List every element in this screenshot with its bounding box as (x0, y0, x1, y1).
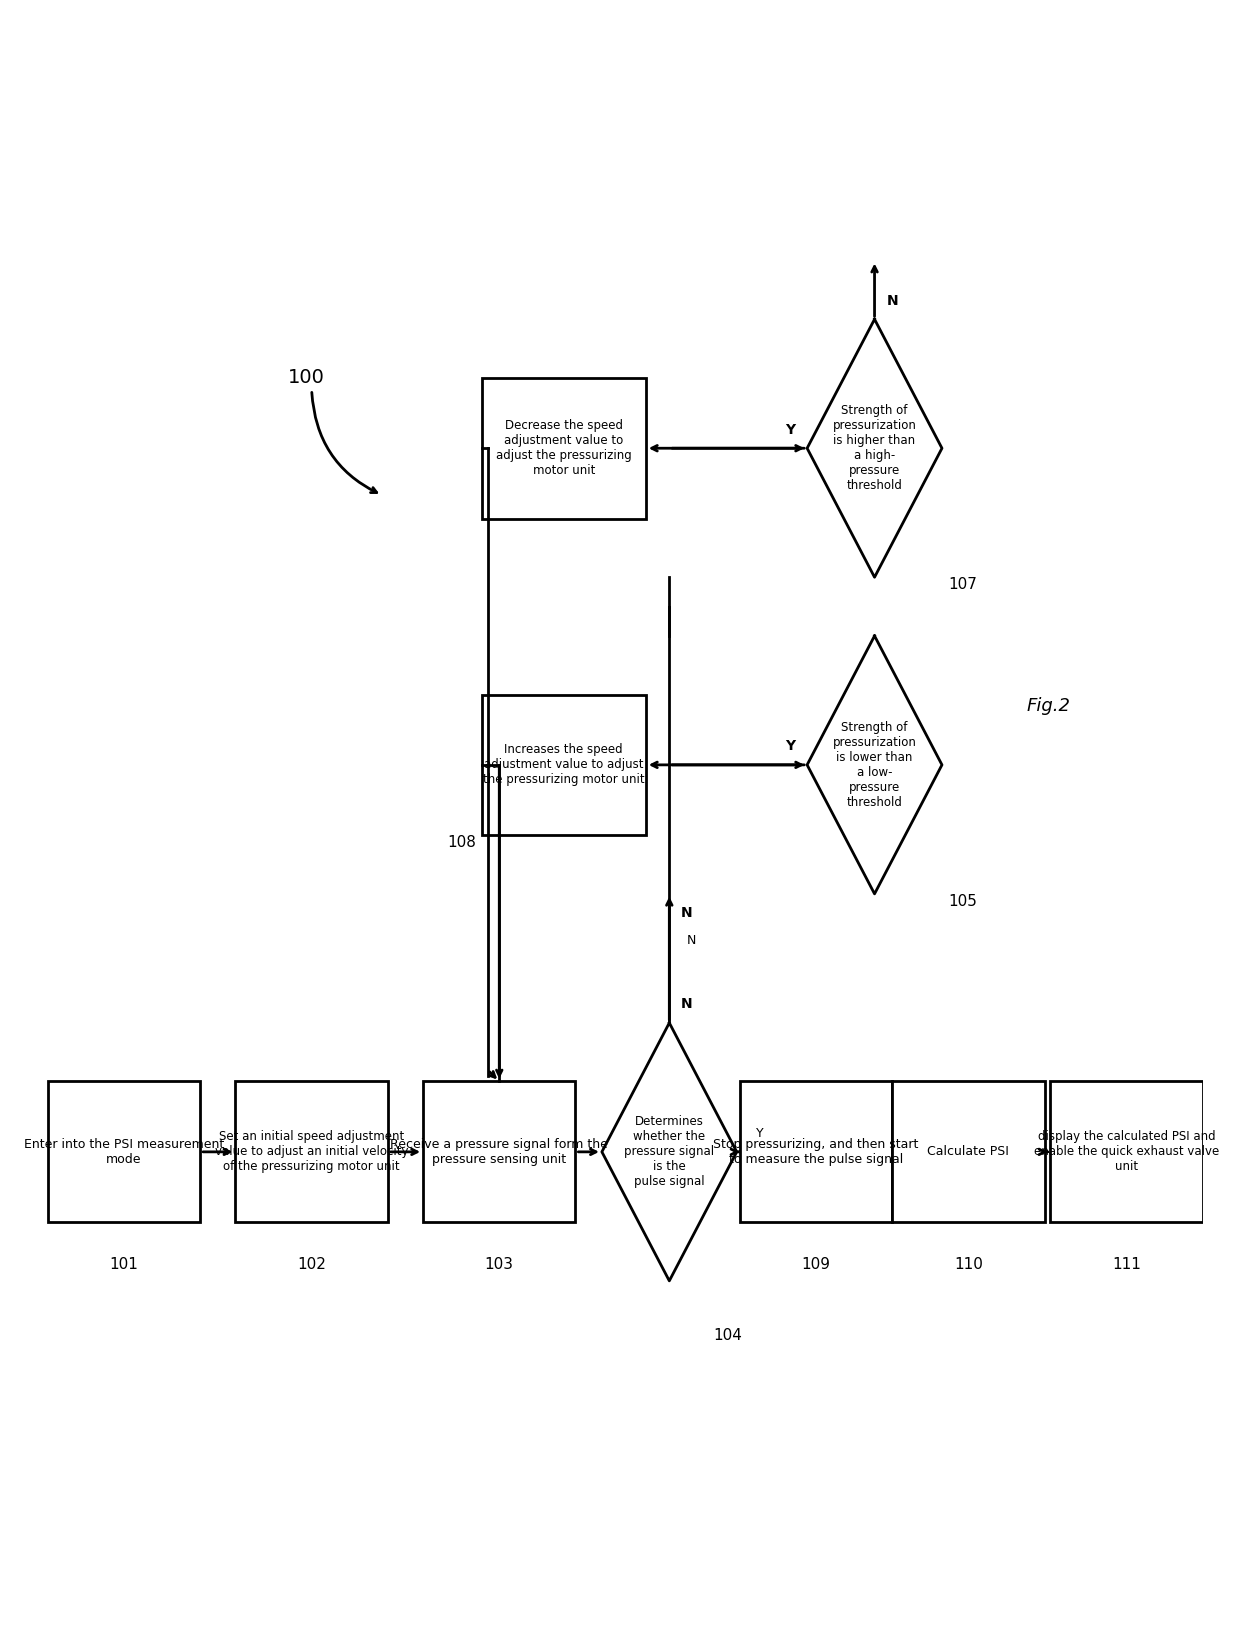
Text: 100: 100 (288, 369, 325, 387)
Text: 111: 111 (1112, 1257, 1141, 1273)
Text: Y: Y (785, 423, 795, 436)
Text: Stop pressurizing, and then start
to measure the pulse signal: Stop pressurizing, and then start to mea… (713, 1138, 919, 1166)
Polygon shape (807, 320, 942, 576)
Text: Determines
whether the
pressure signal
is the
pulse signal: Determines whether the pressure signal i… (624, 1115, 714, 1189)
Text: 107: 107 (947, 576, 977, 593)
Text: Set an initial speed adjustment
value to adjust an initial velocity
of the press: Set an initial speed adjustment value to… (215, 1130, 408, 1173)
Text: N: N (681, 996, 693, 1011)
Text: 102: 102 (298, 1257, 326, 1273)
FancyBboxPatch shape (481, 695, 646, 835)
FancyBboxPatch shape (236, 1082, 388, 1222)
FancyBboxPatch shape (481, 377, 646, 519)
Text: 103: 103 (485, 1257, 513, 1273)
Polygon shape (601, 1023, 737, 1281)
Text: Receive a pressure signal form the
pressure sensing unit: Receive a pressure signal form the press… (391, 1138, 608, 1166)
Text: 110: 110 (954, 1257, 983, 1273)
Text: N: N (887, 293, 898, 308)
FancyBboxPatch shape (740, 1082, 892, 1222)
Text: Strength of
pressurization
is lower than
a low-
pressure
threshold: Strength of pressurization is lower than… (832, 721, 916, 809)
Text: N: N (687, 934, 697, 947)
Text: N: N (681, 906, 693, 919)
Text: 101: 101 (109, 1257, 139, 1273)
FancyBboxPatch shape (48, 1082, 200, 1222)
Text: Y: Y (785, 740, 795, 753)
Text: display the calculated PSI and
enable the quick exhaust valve
unit: display the calculated PSI and enable th… (1034, 1130, 1219, 1173)
Text: 105: 105 (947, 894, 977, 909)
Text: Y: Y (756, 1127, 764, 1140)
Text: Decrease the speed
adjustment value to
adjust the pressurizing
motor unit: Decrease the speed adjustment value to a… (496, 420, 631, 478)
Text: Calculate PSI: Calculate PSI (928, 1145, 1009, 1158)
Text: Enter into the PSI measurement
mode: Enter into the PSI measurement mode (24, 1138, 224, 1166)
FancyBboxPatch shape (1050, 1082, 1203, 1222)
Text: 104: 104 (713, 1327, 743, 1342)
Polygon shape (807, 636, 942, 894)
Text: Strength of
pressurization
is higher than
a high-
pressure
threshold: Strength of pressurization is higher tha… (832, 404, 916, 492)
FancyBboxPatch shape (892, 1082, 1044, 1222)
FancyBboxPatch shape (423, 1082, 575, 1222)
Text: 108: 108 (446, 835, 476, 850)
Text: 109: 109 (801, 1257, 831, 1273)
Text: Increases the speed
adjustment value to adjust
the pressurizing motor unit: Increases the speed adjustment value to … (482, 743, 645, 786)
Text: Fig.2: Fig.2 (1027, 697, 1071, 715)
